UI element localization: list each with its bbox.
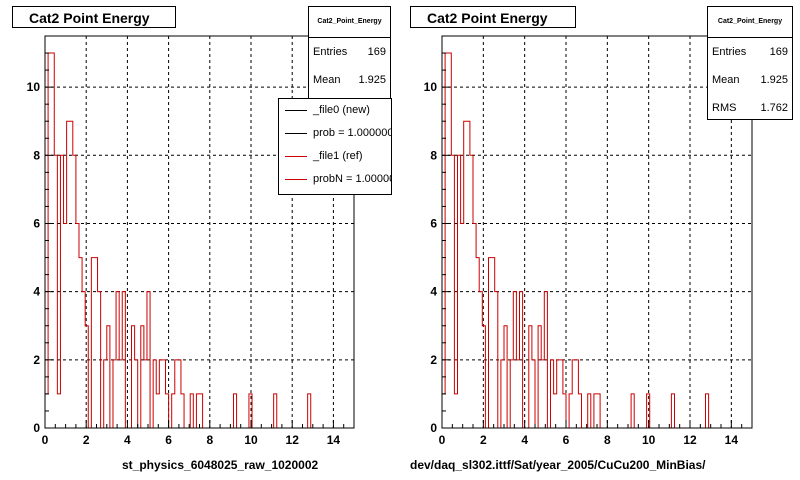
panel1-xtick-label-0: 0 [42,433,49,447]
legend-entry-new: _file0 (new) [279,99,391,122]
left-entries-label: Entries [313,46,348,58]
legend-label-prob: prob = 1.000000 [313,127,392,139]
right-entries-value: 169 [769,46,788,58]
legend-line-probn [285,179,307,180]
panel1-ytick-label-1: 2 [33,353,40,367]
panel2-xtick-label-4: 8 [604,433,611,447]
left-entries-value: 169 [367,46,386,58]
left-title-box: Cat2 Point Energy [12,6,176,28]
left-file-label: st_physics_6048025_raw_1020002 [122,458,319,472]
left-stats-entries-row: Entries 169 [309,38,390,66]
panel2-xtick-label-7: 14 [725,433,739,447]
panel2-xtick-label-5: 10 [642,433,656,447]
left-title: Cat2 Point Energy [29,10,150,26]
panel2-plot-area [442,36,752,428]
legend-label-new: _file0 (new) [313,104,370,116]
panel2-xtick-label-1: 2 [480,433,487,447]
panel1-ytick-label-2: 4 [33,285,40,299]
legend-label-probn: probN = 1.000000 [313,173,391,185]
panel1-xtick-label-5: 10 [244,433,258,447]
left-stats-title: Cat2_Point_Energy [309,7,390,38]
panel1-xtick-label-4: 8 [206,433,213,447]
left-stats-mean-row: Mean 1.925 [309,66,390,94]
right-stats-box: Cat2_Point_Energy Entries 169 Mean 1.925… [707,6,793,120]
legend-line-ref [285,156,307,157]
panel1-ytick-label-5: 10 [27,80,41,94]
legend-line-new [285,110,307,111]
left-mean-label: Mean [313,74,341,86]
panel1-ytick-label-3: 6 [33,216,40,230]
right-mean-label: Mean [712,74,740,86]
panel1-xtick-label-3: 6 [165,433,172,447]
right-rms-value: 1.762 [760,102,788,114]
panel2-ytick-label-0: 0 [430,421,437,435]
panel2-xtick-label-0: 0 [439,433,446,447]
panel2-ytick-label-1: 2 [430,353,437,367]
panel1-xtick-label-1: 2 [83,433,90,447]
legend-line-prob [285,133,307,134]
panel2-ytick-label-3: 6 [430,216,437,230]
panel1-xtick-label-7: 14 [327,433,341,447]
panel2-xtick-label-3: 6 [563,433,570,447]
panel2-xtick-label-6: 12 [683,433,697,447]
legend-entry-ref: _file1 (ref) [279,145,391,168]
right-title: Cat2 Point Energy [427,10,548,26]
legend-entry-probn: probN = 1.000000 [279,168,391,191]
right-entries-label: Entries [712,46,747,58]
right-mean-value: 1.925 [760,74,788,86]
panel1-ytick-label-0: 0 [33,421,40,435]
panel2-xtick-label-2: 4 [521,433,528,447]
panel2-ytick-label-5: 10 [424,80,438,94]
legend-entry-prob: prob = 1.000000 [279,122,391,145]
right-title-box: Cat2 Point Energy [410,6,576,28]
panel1-ytick-label-4: 8 [33,148,40,162]
right-rms-label: RMS [712,102,737,114]
legend: _file0 (new) prob = 1.000000 _file1 (ref… [278,98,392,195]
right-file-label: dev/daq_sl302.ittf/Sat/year_2005/CuCu200… [410,458,706,472]
left-stats-box: Cat2_Point_Energy Entries 169 Mean 1.925 [308,6,391,102]
right-stats-rms-row: RMS 1.762 [708,94,792,122]
panel2-ytick-label-2: 4 [430,285,437,299]
right-stats-title: Cat2_Point_Energy [708,7,792,38]
panel1-xtick-label-2: 4 [124,433,131,447]
panel1-xtick-label-6: 12 [286,433,300,447]
right-stats-entries-row: Entries 169 [708,38,792,66]
panel2-ytick-label-4: 8 [430,148,437,162]
right-stats-mean-row: Mean 1.925 [708,66,792,94]
left-mean-value: 1.925 [358,74,386,86]
legend-label-ref: _file1 (ref) [313,150,363,162]
